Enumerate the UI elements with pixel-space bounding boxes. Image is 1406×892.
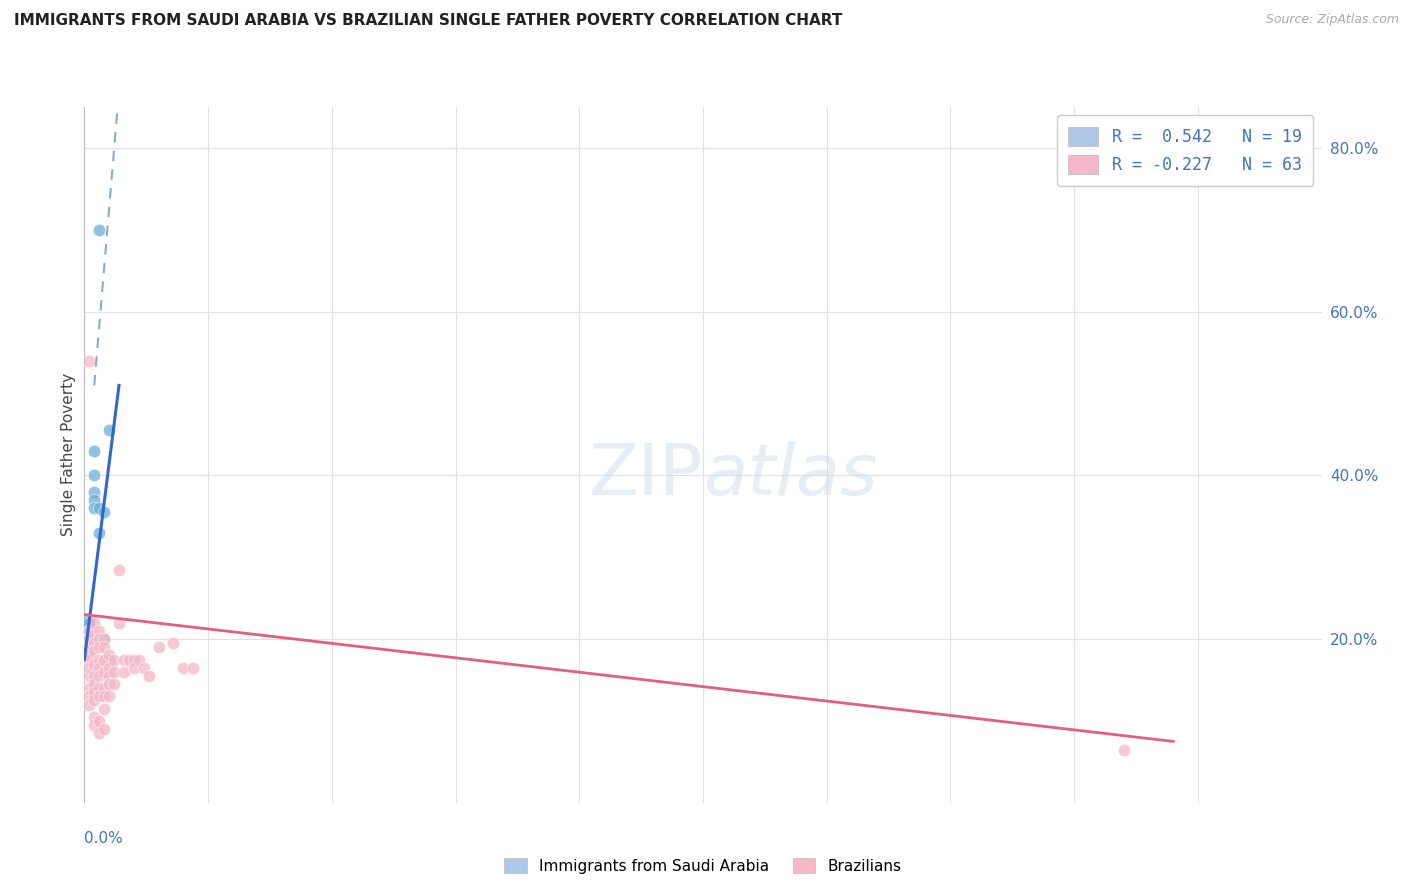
Point xyxy=(83,636,105,650)
Point xyxy=(108,615,131,630)
Point xyxy=(83,501,105,516)
Point xyxy=(112,652,135,666)
Text: Source: ZipAtlas.com: Source: ZipAtlas.com xyxy=(1265,13,1399,27)
Point xyxy=(83,443,105,458)
Point xyxy=(79,632,101,646)
Point xyxy=(118,652,141,666)
Point xyxy=(103,652,125,666)
Point xyxy=(79,620,101,634)
Point xyxy=(79,681,101,696)
Point xyxy=(83,615,105,630)
Point xyxy=(89,624,111,638)
Point xyxy=(1112,742,1135,756)
Point xyxy=(89,632,111,646)
Point xyxy=(93,681,115,696)
Point xyxy=(83,669,105,683)
Point xyxy=(172,661,194,675)
Y-axis label: Single Father Poverty: Single Father Poverty xyxy=(60,374,76,536)
Point xyxy=(181,661,204,675)
Point xyxy=(89,690,111,704)
Point xyxy=(93,632,115,646)
Point xyxy=(93,632,115,646)
Point xyxy=(79,624,101,638)
Point xyxy=(93,505,115,519)
Point xyxy=(89,669,111,683)
Point xyxy=(98,652,121,666)
Point xyxy=(79,640,101,655)
Point xyxy=(83,657,105,671)
Legend: Immigrants from Saudi Arabia, Brazilians: Immigrants from Saudi Arabia, Brazilians xyxy=(498,852,908,880)
Point xyxy=(79,648,101,663)
Point xyxy=(98,677,121,691)
Point xyxy=(93,640,115,655)
Point xyxy=(108,562,131,576)
Point xyxy=(98,669,121,683)
Point xyxy=(138,669,160,683)
Point xyxy=(93,690,115,704)
Point xyxy=(83,484,105,499)
Point xyxy=(79,353,101,368)
Text: ZIP: ZIP xyxy=(589,442,703,510)
Text: IMMIGRANTS FROM SAUDI ARABIA VS BRAZILIAN SINGLE FATHER POVERTY CORRELATION CHAR: IMMIGRANTS FROM SAUDI ARABIA VS BRAZILIA… xyxy=(14,13,842,29)
Point xyxy=(89,714,111,728)
Point xyxy=(79,644,101,658)
Point xyxy=(89,726,111,740)
Point xyxy=(79,661,101,675)
Point xyxy=(79,690,101,704)
Point xyxy=(132,661,155,675)
Point xyxy=(83,685,105,699)
Point xyxy=(83,677,105,691)
Point xyxy=(79,652,101,666)
Point xyxy=(98,690,121,704)
Text: atlas: atlas xyxy=(703,442,877,510)
Point xyxy=(79,612,101,626)
Point xyxy=(83,468,105,483)
Text: 0.0%: 0.0% xyxy=(84,830,124,846)
Point xyxy=(93,701,115,715)
Point xyxy=(83,492,105,507)
Point xyxy=(98,423,121,437)
Point xyxy=(83,644,105,658)
Point xyxy=(79,632,101,646)
Point xyxy=(83,710,105,724)
Point xyxy=(89,661,111,675)
Legend: R =  0.542   N = 19, R = -0.227   N = 63: R = 0.542 N = 19, R = -0.227 N = 63 xyxy=(1057,115,1313,186)
Point xyxy=(89,501,111,516)
Point xyxy=(112,665,135,679)
Point xyxy=(93,652,115,666)
Point xyxy=(89,525,111,540)
Point xyxy=(122,661,145,675)
Point xyxy=(79,698,101,712)
Point xyxy=(98,661,121,675)
Point xyxy=(93,722,115,736)
Point xyxy=(148,640,170,655)
Point xyxy=(83,628,105,642)
Point xyxy=(89,681,111,696)
Point xyxy=(103,665,125,679)
Point xyxy=(79,615,101,630)
Point xyxy=(93,665,115,679)
Point xyxy=(128,652,150,666)
Point xyxy=(89,640,111,655)
Point xyxy=(122,652,145,666)
Point xyxy=(89,223,111,237)
Point xyxy=(79,669,101,683)
Point xyxy=(162,636,184,650)
Point xyxy=(103,677,125,691)
Point xyxy=(79,636,101,650)
Point xyxy=(83,693,105,707)
Point xyxy=(89,652,111,666)
Point xyxy=(83,718,105,732)
Point xyxy=(79,624,101,638)
Point xyxy=(98,648,121,663)
